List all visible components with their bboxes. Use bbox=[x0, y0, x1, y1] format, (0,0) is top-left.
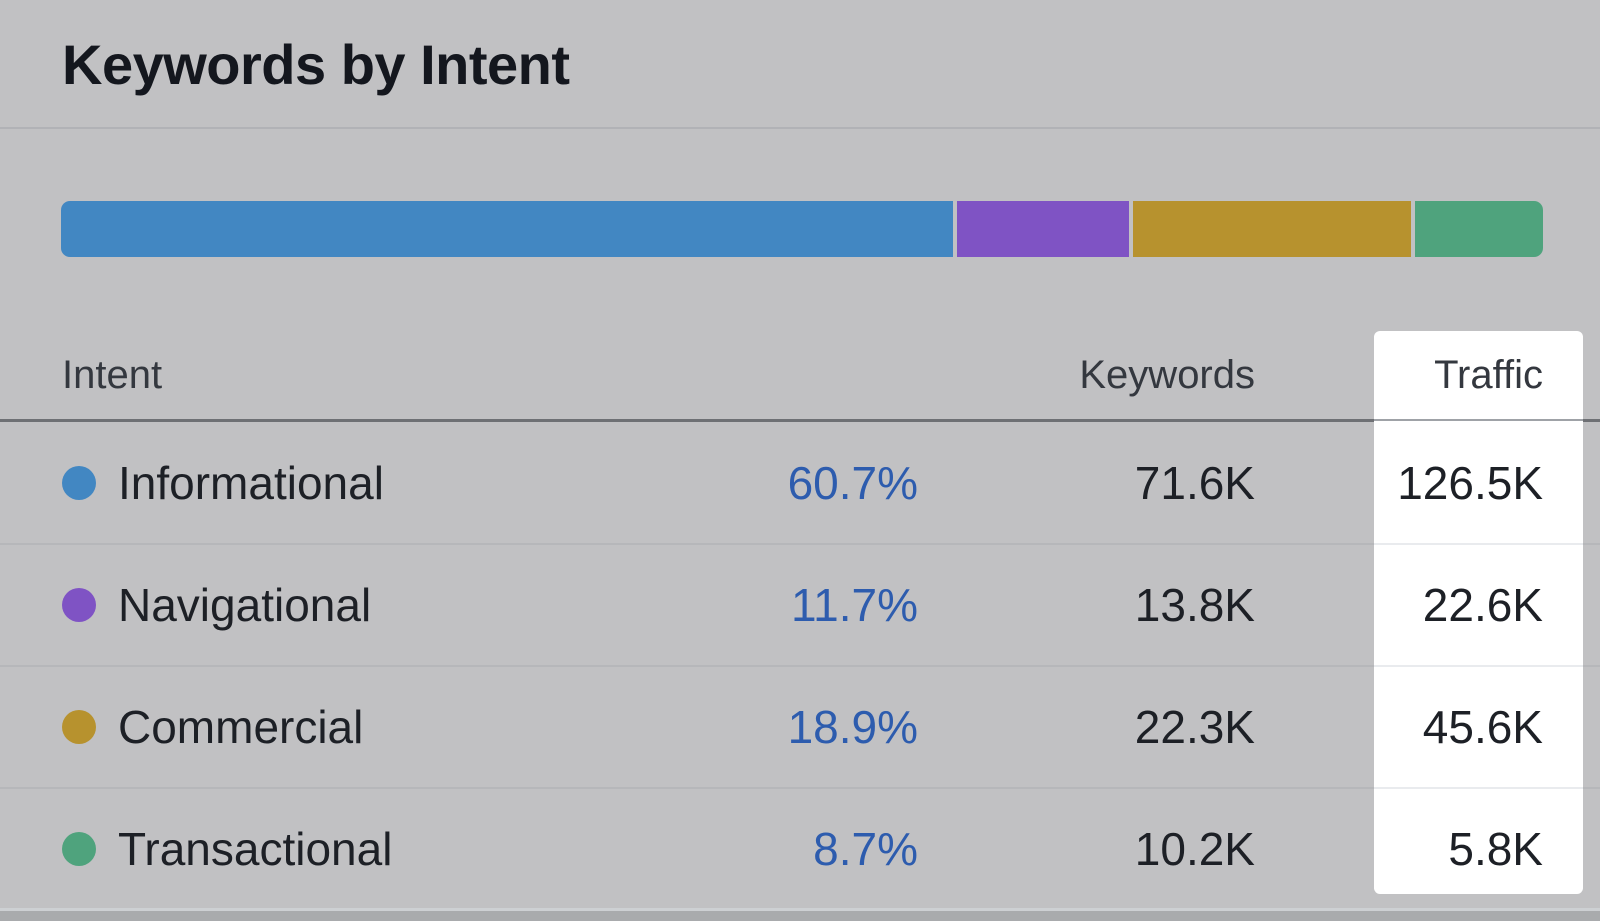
bar-segment-transactional[interactable] bbox=[1415, 201, 1543, 257]
percent-link-commercial[interactable]: 18.9% bbox=[787, 701, 918, 753]
intent-label-commercial: Commercial bbox=[118, 701, 364, 753]
table-header-row: Intent Keywords Traffic bbox=[0, 331, 1600, 419]
bar-segment-navigational[interactable] bbox=[957, 201, 1130, 257]
bar-segment-informational[interactable] bbox=[61, 201, 954, 257]
keywords-value-transactional: 10.2K bbox=[1134, 823, 1255, 875]
traffic-value-navigational: 22.6K bbox=[1422, 579, 1543, 631]
navigational-color-dot bbox=[62, 588, 96, 622]
highlight-header-divider bbox=[1374, 419, 1583, 421]
intent-label-informational: Informational bbox=[118, 457, 384, 509]
informational-color-dot bbox=[62, 466, 96, 500]
row-divider bbox=[0, 787, 1600, 789]
highlight-row-divider bbox=[1374, 543, 1583, 545]
percent-link-navigational[interactable]: 11.7% bbox=[790, 579, 918, 631]
keywords-value-informational: 71.6K bbox=[1134, 457, 1255, 509]
table-row-navigational: Navigational 11.7% 13.8K 22.6K bbox=[0, 544, 1600, 666]
keywords-value-navigational: 13.8K bbox=[1134, 579, 1255, 631]
intent-label-navigational: Navigational bbox=[118, 579, 372, 631]
commercial-color-dot bbox=[62, 710, 96, 744]
column-header-traffic: Traffic bbox=[1434, 352, 1543, 397]
highlight-row-divider bbox=[1374, 787, 1583, 789]
widget-bottom-edge bbox=[0, 911, 1600, 921]
transactional-color-dot bbox=[62, 832, 96, 866]
percent-link-transactional[interactable]: 8.7% bbox=[813, 823, 918, 875]
traffic-value-informational: 126.5K bbox=[1397, 457, 1543, 509]
column-header-intent: Intent bbox=[62, 352, 163, 397]
traffic-column-highlight bbox=[1374, 331, 1583, 894]
keywords-value-commercial: 22.3K bbox=[1134, 701, 1255, 753]
intent-label-transactional: Transactional bbox=[118, 823, 393, 875]
bar-segment-commercial[interactable] bbox=[1133, 201, 1412, 257]
column-header-keywords: Keywords bbox=[1079, 352, 1255, 397]
highlight-row-divider bbox=[1374, 665, 1583, 667]
row-divider bbox=[0, 543, 1600, 545]
table-row-commercial: Commercial 18.9% 22.3K 45.6K bbox=[0, 666, 1600, 788]
widget-title: Keywords by Intent bbox=[62, 32, 570, 96]
traffic-value-transactional: 5.8K bbox=[1448, 823, 1543, 875]
table-row-transactional: Transactional 8.7% 10.2K 5.8K bbox=[0, 788, 1600, 910]
row-divider bbox=[0, 665, 1600, 667]
intent-distribution-bar bbox=[61, 201, 1543, 257]
table-bottom-border bbox=[0, 908, 1600, 911]
traffic-value-commercial: 45.6K bbox=[1422, 701, 1543, 753]
percent-link-informational[interactable]: 60.7% bbox=[787, 457, 918, 509]
header-divider bbox=[0, 419, 1600, 422]
table-row-informational: Informational 60.7% 71.6K 126.5K bbox=[0, 422, 1600, 544]
title-divider bbox=[0, 127, 1600, 129]
